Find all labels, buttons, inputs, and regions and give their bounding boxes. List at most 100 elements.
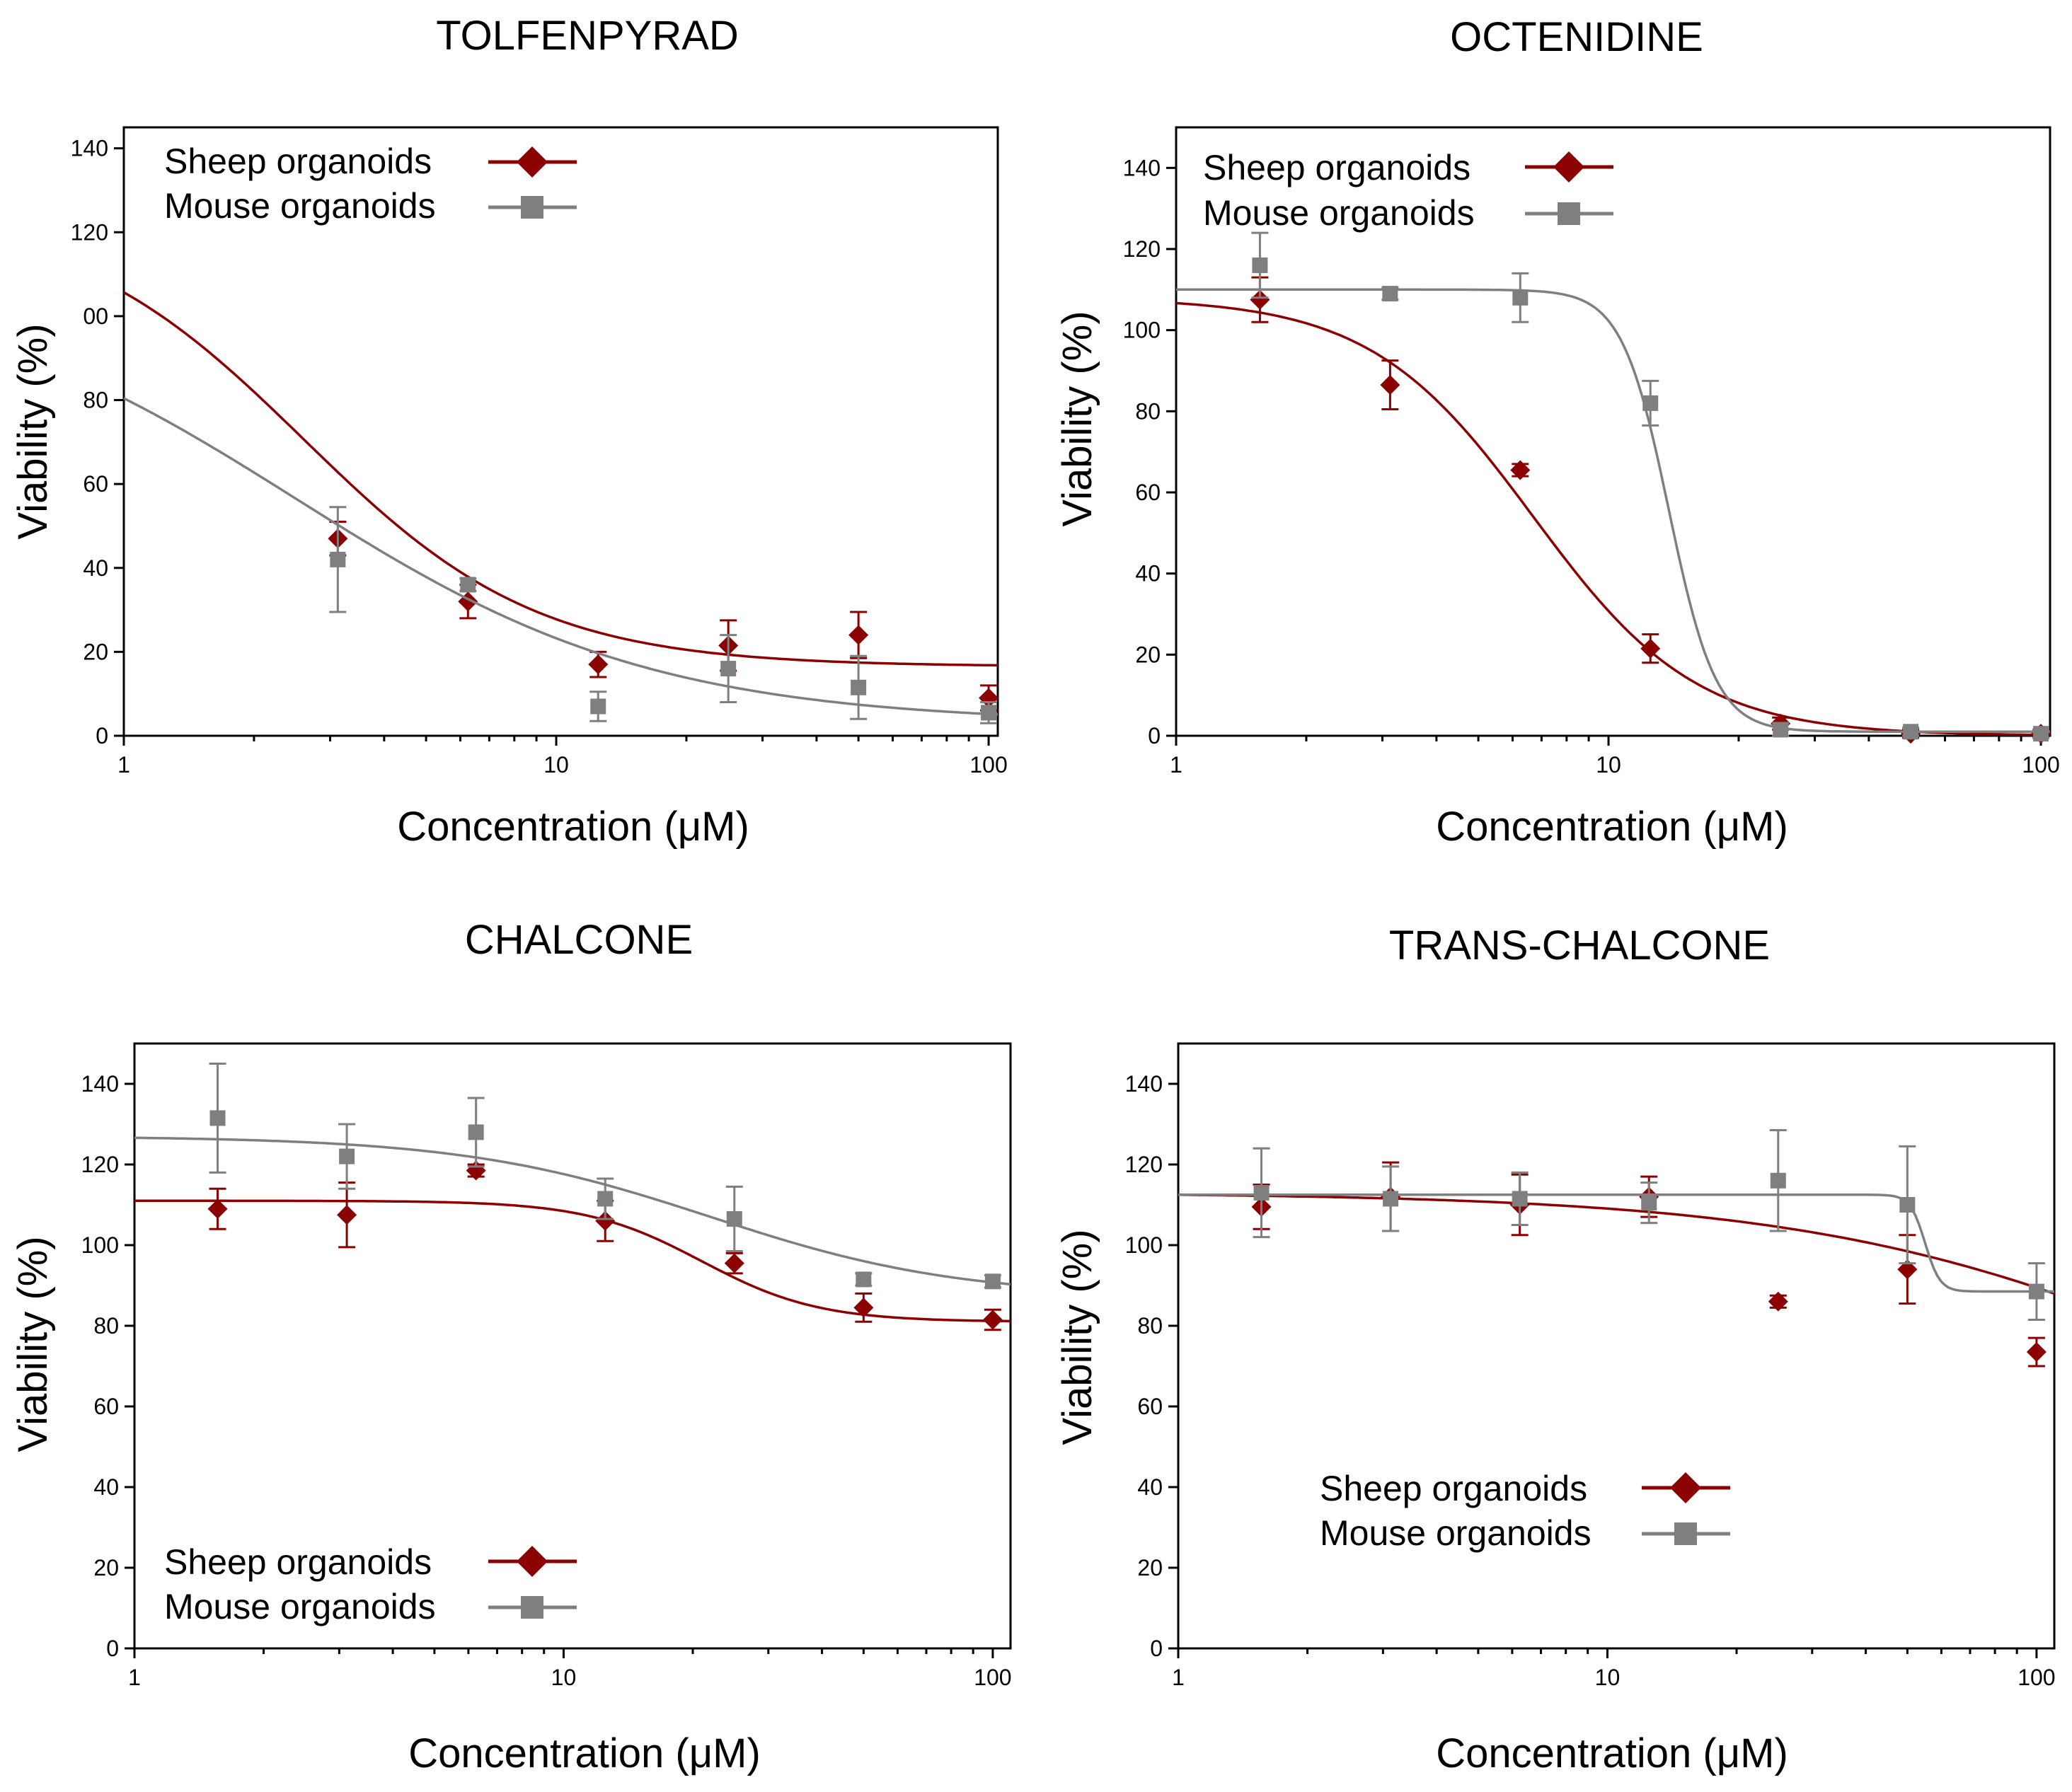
data-point-mouse [1512,1191,1528,1207]
data-point-mouse [1903,724,1919,740]
legend-marker-mouse [521,1596,543,1619]
data-point-mouse [1773,722,1789,738]
data-point-sheep [1380,375,1400,395]
data-point-sheep [1510,460,1531,480]
data-point-sheep [848,625,869,645]
x-axis-label: Concentration (μM) [397,804,749,850]
data-point-sheep [982,1310,1003,1330]
data-point-sheep [724,1253,744,1273]
data-point-sheep [595,1210,616,1231]
plot-frame [122,126,999,737]
legend: Sheep organoids Mouse organoids [1203,148,1613,233]
x-tick-label: 1 [128,1665,141,1690]
fit-curve-sheep [123,291,998,667]
y-tick-label: 100 [81,1232,119,1258]
y-axis-label: Viability (%) [10,1236,56,1452]
x-axis-label: Concentration (μM) [1436,1730,1788,1776]
y-axis-label: Viability (%) [1054,1229,1100,1445]
y-tick-label: 20 [93,1555,119,1580]
y-tick-label: 80 [83,388,108,413]
legend: Sheep organoids Mouse organoids [164,141,577,226]
data-point-mouse [2033,726,2049,742]
data-point-mouse [851,679,867,695]
data-point-mouse [1253,1184,1270,1201]
x-tick-label: 1 [1170,752,1182,778]
y-tick-label: 60 [1137,1394,1163,1419]
legend-marker-mouse [1674,1522,1697,1545]
panel-title: TRANS-CHALCONE [1389,923,1770,969]
y-tick-label: 40 [1137,1474,1163,1500]
y-tick-label: 0 [96,723,108,748]
y-tick-label: 80 [93,1313,119,1339]
x-tick-label: 100 [974,1665,1011,1690]
legend-label-mouse: Mouse organoids [1320,1513,1592,1553]
plot-frame [1175,126,2051,737]
y-tick-label: 40 [1135,561,1161,586]
legend-label-sheep: Sheep organoids [1203,148,1470,187]
data-point-mouse [981,705,997,721]
legend: Sheep organoids Mouse organoids [164,1542,577,1626]
y-tick-label: 0 [1150,1636,1163,1661]
x-tick-label: 10 [1596,752,1621,778]
data-point-mouse [1512,289,1529,306]
plot-area: 0 20 40 60 80 100 120 140 1 10 100 [1123,126,2060,778]
data-point-sheep [337,1205,357,1225]
fit-curve-sheep [134,1199,1011,1323]
data-point-mouse [1252,257,1268,273]
data-point-mouse [590,698,606,715]
y-tick-label: 00 [83,304,108,329]
plot-area: 0 20 40 60 80 100 120 140 1 10 100 [81,1042,1012,1690]
x-tick-label: 1 [117,752,130,778]
x-axis-label: Concentration (μM) [1436,804,1788,850]
x-tick-label: 10 [1595,1665,1621,1690]
y-tick-label: 120 [1125,1152,1163,1177]
y-tick-label: 120 [71,219,108,245]
legend-marker-sheep [517,1546,548,1577]
data-point-mouse [1641,1195,1657,1211]
y-tick-label: 40 [93,1474,119,1500]
y-tick-label: 100 [1125,1232,1163,1258]
data-point-mouse [1770,1172,1786,1189]
data-point-sheep [1640,638,1661,659]
legend-marker-sheep [1553,151,1584,183]
x-tick-label: 1 [1172,1665,1185,1690]
data-point-mouse [209,1110,226,1126]
fit-curve-sheep [1175,301,2051,736]
y-tick-label: 140 [1123,155,1161,180]
data-point-mouse [330,551,346,567]
panel-trans-chalcone: TRANS-CHALCONE Concentration (μM) Viabil… [1054,923,2056,1776]
panel-chalcone: CHALCONE Concentration (μM) Viability (%… [10,917,1012,1776]
data-point-mouse [597,1191,614,1207]
fit-curve-mouse [123,397,998,716]
y-tick-label: 20 [1135,642,1161,667]
data-point-mouse [984,1273,1001,1290]
panel-octenidine: OCTENIDINE Concentration (μM) Viability … [1054,14,2060,850]
y-tick-label: 120 [1123,236,1161,262]
legend-label-mouse: Mouse organoids [164,1587,436,1626]
x-tick-label: 100 [2018,1665,2055,1690]
data-point-mouse [720,661,737,677]
x-tick-label: 100 [2022,752,2059,778]
legend-marker-mouse [1558,202,1580,225]
y-tick-label: 20 [1137,1555,1163,1580]
data-point-sheep [1250,289,1270,310]
y-tick-label: 60 [93,1394,119,1419]
data-point-mouse [1382,286,1398,302]
data-point-sheep [1768,1291,1788,1312]
panel-title: OCTENIDINE [1450,14,1703,60]
fit-curve-sheep [1178,1193,2055,1295]
legend-label-sheep: Sheep organoids [1320,1469,1587,1508]
data-point-sheep [1897,1259,1918,1280]
data-point-mouse [726,1210,742,1227]
legend-label-mouse: Mouse organoids [1203,193,1475,233]
data-point-mouse [856,1271,872,1288]
data-point-mouse [460,577,476,593]
legend-label-sheep: Sheep organoids [164,141,432,181]
y-axis-label: Viability (%) [1054,311,1100,526]
y-tick-label: 80 [1135,398,1161,424]
data-point-mouse [2028,1283,2044,1300]
y-tick-label: 60 [83,471,108,497]
y-tick-label: 120 [81,1152,119,1177]
data-point-sheep [2026,1342,2047,1363]
fit-curve-mouse [134,1136,1011,1286]
